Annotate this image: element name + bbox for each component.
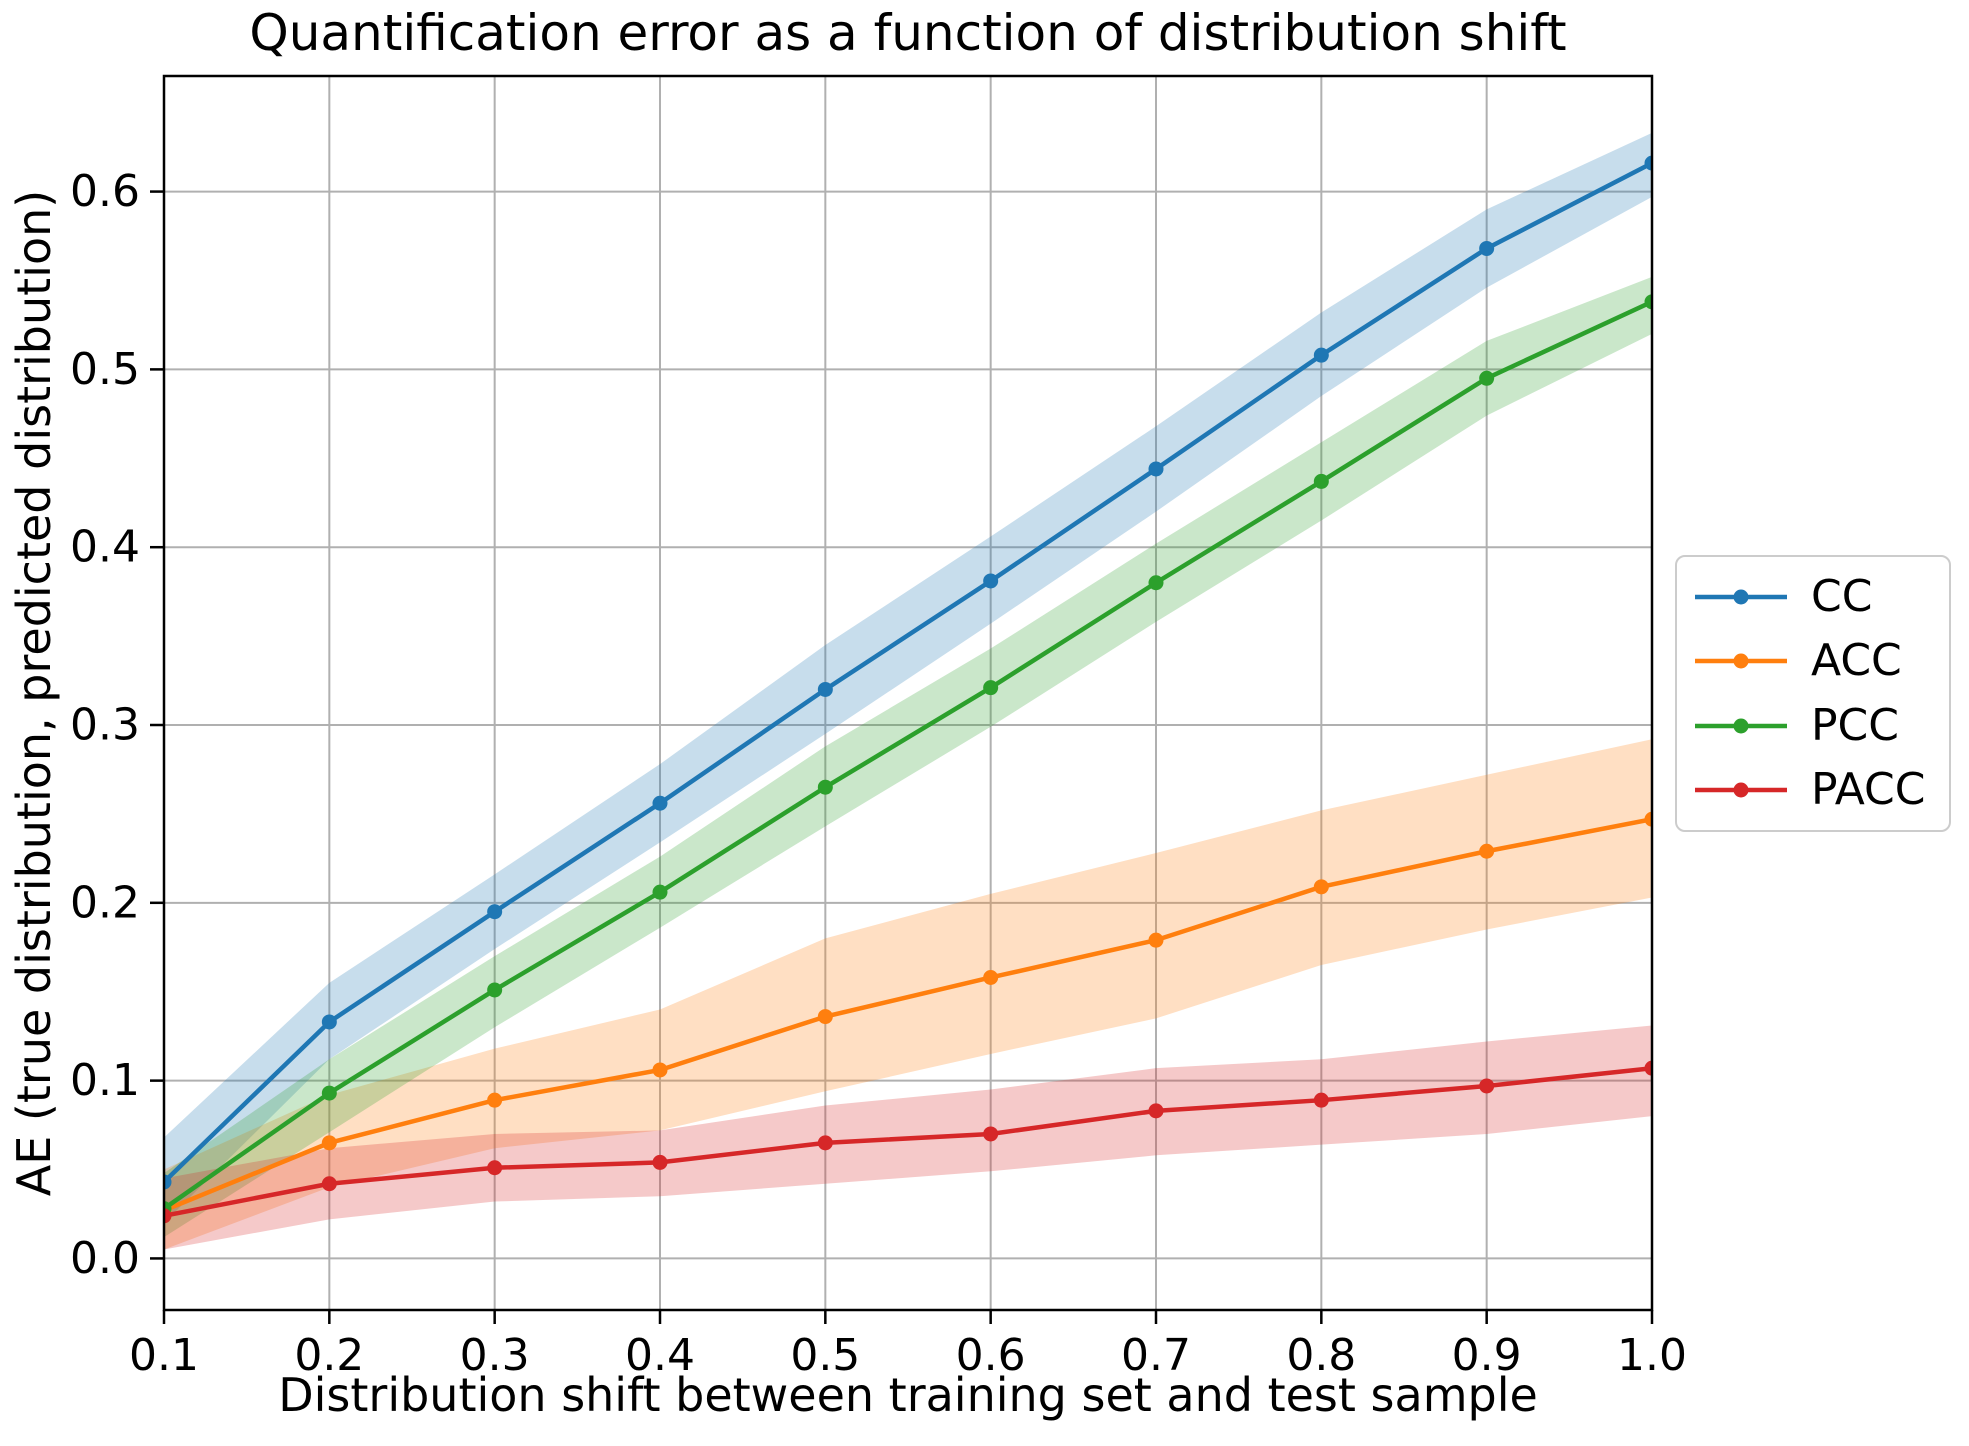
legend: CC ACC PCC PACC bbox=[1675, 555, 1951, 832]
marker-PACC-0.5 bbox=[817, 1135, 833, 1151]
marker-CC-0.8 bbox=[1313, 347, 1329, 363]
marker-CC-0.1 bbox=[164, 1174, 172, 1190]
marker-PCC-0.9 bbox=[1479, 370, 1495, 386]
marker-CC-0.7 bbox=[1148, 461, 1164, 477]
axes-spines bbox=[162, 74, 1654, 1312]
marker-PACC-1.0 bbox=[1644, 1060, 1652, 1076]
marker-PCC-0.2 bbox=[321, 1085, 337, 1101]
marker-ACC-0.5 bbox=[817, 1009, 833, 1025]
legend-sample-CC bbox=[1695, 589, 1787, 605]
y-tick-label-0.3: 0.3 bbox=[70, 700, 140, 751]
band-PCC bbox=[164, 276, 1652, 1238]
marker-CC-0.4 bbox=[652, 795, 668, 811]
ticks: 0.1 0.2 0.3 0.4 0.5 0.6 0.7 0.8 0.9 1.0 0.0 0.1 0.2 0… bbox=[70, 166, 1687, 1381]
marker-ACC-0.2 bbox=[321, 1135, 337, 1151]
x-tick-label-0.6: 0.6 bbox=[956, 1330, 1026, 1381]
line-PACC bbox=[164, 1065, 1652, 1219]
x-axis-label: Distribution shift between training set … bbox=[278, 1368, 1538, 1422]
marker-PACC-0.4 bbox=[652, 1154, 668, 1170]
marker-PCC-0.8 bbox=[1313, 473, 1329, 489]
marker-CC-0.6 bbox=[983, 573, 999, 589]
legend-label-ACC: ACC bbox=[1811, 635, 1902, 687]
line-ACC bbox=[164, 816, 1652, 1213]
chart-title: Quantification error as a function of di… bbox=[249, 4, 1567, 62]
legend-item-PCC: PCC bbox=[1693, 699, 1941, 751]
legend-label-PCC: PCC bbox=[1811, 699, 1899, 751]
band-ACC bbox=[164, 739, 1652, 1250]
marker-PACC-0.6 bbox=[983, 1126, 999, 1142]
legend-label-CC: CC bbox=[1811, 571, 1873, 623]
x-tick-label-0.1: 0.1 bbox=[129, 1330, 199, 1381]
line-CC bbox=[164, 160, 1652, 1185]
y-tick-label-0.6: 0.6 bbox=[70, 166, 140, 217]
legend-label-PACC: PACC bbox=[1811, 763, 1926, 815]
x-tick-label-0.7: 0.7 bbox=[1121, 1330, 1191, 1381]
series-group bbox=[164, 132, 1652, 1250]
marker-CC-0.3 bbox=[487, 904, 503, 920]
marker-PACC-0.2 bbox=[321, 1176, 337, 1192]
marker-ACC-0.9 bbox=[1479, 843, 1495, 859]
marker-PCC-0.5 bbox=[817, 779, 833, 795]
x-tick-label-0.8: 0.8 bbox=[1286, 1330, 1356, 1381]
y-tick-label-0.5: 0.5 bbox=[70, 344, 140, 395]
legend-sample-PACC bbox=[1695, 782, 1787, 798]
legend-sample-ACC bbox=[1695, 653, 1787, 669]
legend-item-ACC: ACC bbox=[1693, 639, 1941, 683]
marker-CC-0.2 bbox=[321, 1014, 337, 1030]
y-tick-label-0.4: 0.4 bbox=[70, 522, 140, 573]
marker-PACC-0.3 bbox=[487, 1160, 503, 1176]
marker-PACC-0.7 bbox=[1148, 1103, 1164, 1119]
marker-ACC-0.6 bbox=[983, 969, 999, 985]
marker-ACC-0.8 bbox=[1313, 879, 1329, 895]
x-tick-label-0.4: 0.4 bbox=[625, 1330, 695, 1381]
marker-PCC-1.0 bbox=[1644, 294, 1652, 310]
legend-item-PACC: PACC bbox=[1693, 763, 1941, 815]
y-tick-label-0.1: 0.1 bbox=[70, 1055, 140, 1106]
x-tick-label-0.2: 0.2 bbox=[294, 1330, 364, 1381]
marker-PCC-0.3 bbox=[487, 982, 503, 998]
y-tick-label-0.2: 0.2 bbox=[70, 877, 140, 928]
x-tick-label-0.5: 0.5 bbox=[790, 1330, 860, 1381]
marker-PACC-0.1 bbox=[164, 1208, 172, 1224]
y-tick-label-0.0: 0.0 bbox=[70, 1233, 140, 1284]
marker-PCC-0.6 bbox=[983, 680, 999, 696]
x-tick-label-1.0: 1.0 bbox=[1617, 1330, 1687, 1381]
marker-PCC-0.4 bbox=[652, 884, 668, 900]
marker-CC-1.0 bbox=[1644, 155, 1652, 171]
marker-ACC-1.0 bbox=[1644, 811, 1652, 827]
x-tick-label-0.3: 0.3 bbox=[460, 1330, 530, 1381]
marker-PACC-0.8 bbox=[1313, 1092, 1329, 1108]
legend-sample-PCC bbox=[1695, 718, 1787, 734]
marker-CC-0.5 bbox=[817, 681, 833, 697]
marker-PCC-0.7 bbox=[1148, 575, 1164, 591]
marker-CC-0.9 bbox=[1479, 240, 1495, 256]
x-tick-label-0.9: 0.9 bbox=[1452, 1330, 1522, 1381]
line-PCC bbox=[164, 299, 1652, 1211]
marker-ACC-0.3 bbox=[487, 1092, 503, 1108]
band-CC bbox=[164, 132, 1652, 1223]
marker-PACC-0.9 bbox=[1479, 1078, 1495, 1094]
marker-ACC-0.4 bbox=[652, 1062, 668, 1078]
marker-ACC-0.7 bbox=[1148, 932, 1164, 948]
legend-item-CC: CC bbox=[1693, 575, 1941, 619]
